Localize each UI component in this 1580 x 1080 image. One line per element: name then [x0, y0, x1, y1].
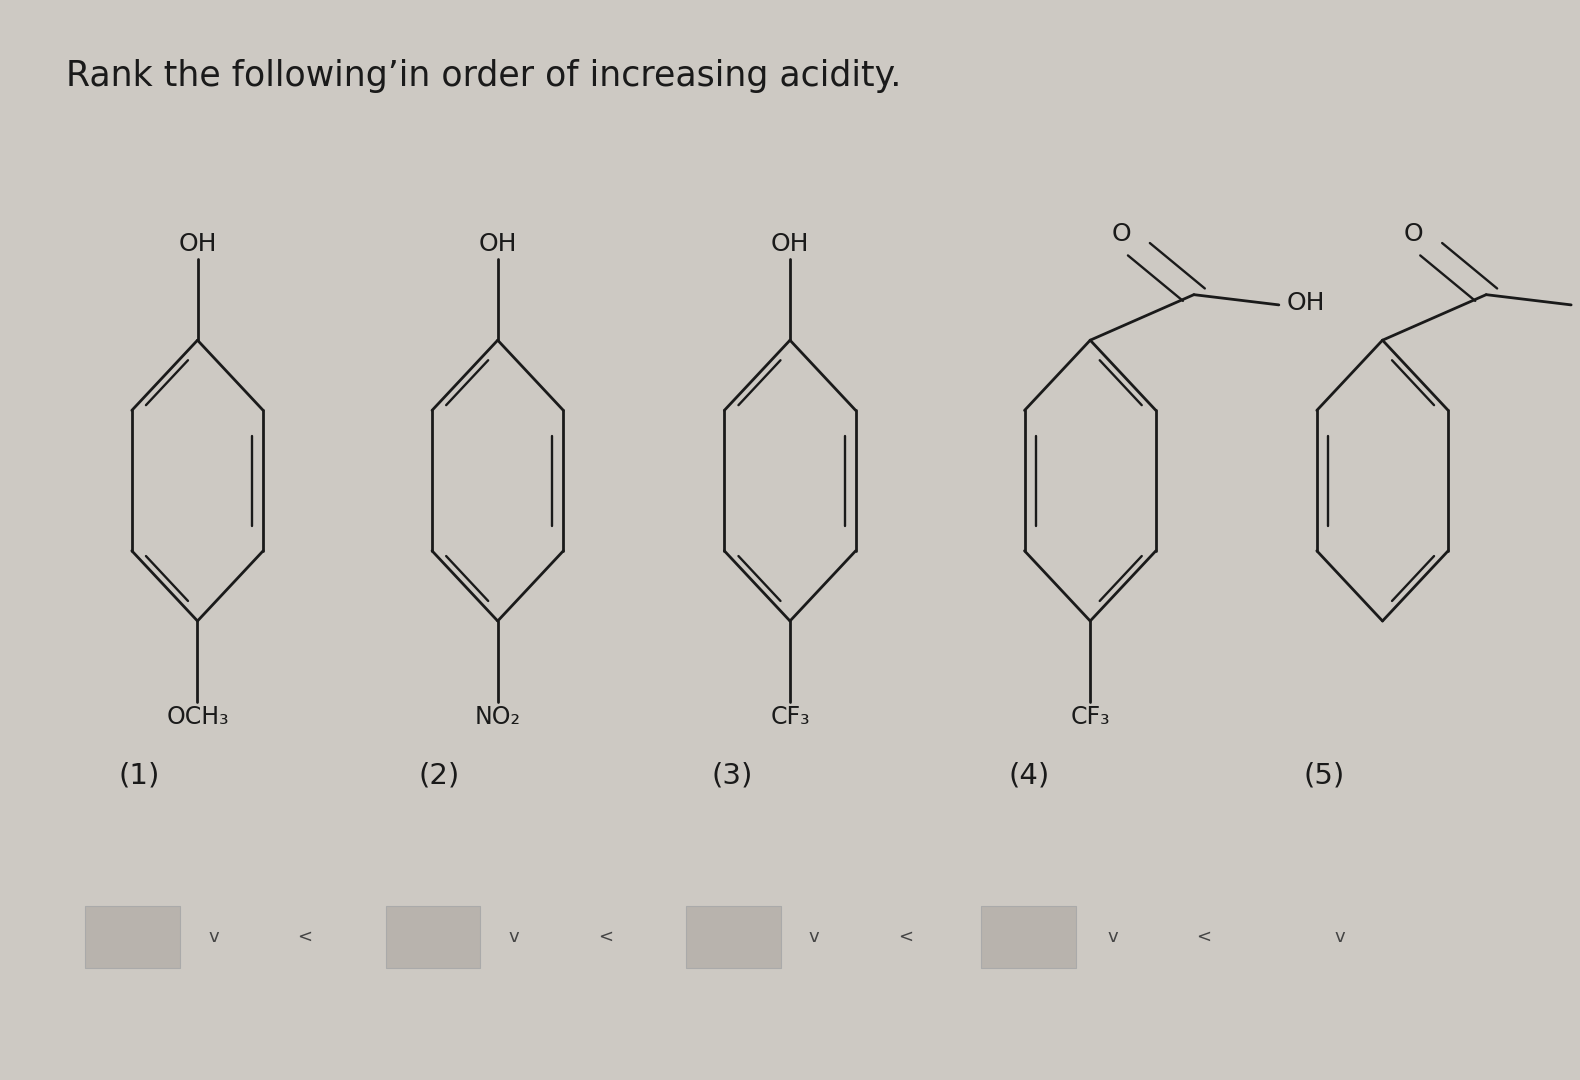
Text: v: v — [1108, 928, 1117, 946]
Text: O: O — [1403, 222, 1424, 246]
Text: Rank the followingʼin order of increasing acidity.: Rank the followingʼin order of increasin… — [66, 59, 902, 93]
Text: CF₃: CF₃ — [1070, 705, 1111, 729]
Text: v: v — [809, 928, 818, 946]
Text: (4): (4) — [1008, 761, 1049, 789]
Text: OH: OH — [771, 232, 809, 256]
Text: v: v — [509, 928, 518, 946]
Text: OCH₃: OCH₃ — [166, 705, 229, 729]
Text: OH: OH — [179, 232, 216, 256]
Text: CF₃: CF₃ — [769, 705, 811, 729]
Text: v: v — [1335, 928, 1345, 946]
FancyBboxPatch shape — [85, 906, 180, 968]
Text: O: O — [1111, 222, 1131, 246]
Text: <: < — [897, 928, 913, 946]
Text: OH: OH — [1286, 291, 1326, 314]
Text: (2): (2) — [419, 761, 460, 789]
FancyBboxPatch shape — [386, 906, 480, 968]
Text: NO₂: NO₂ — [474, 705, 521, 729]
Text: <: < — [597, 928, 613, 946]
Text: OH: OH — [479, 232, 517, 256]
FancyBboxPatch shape — [981, 906, 1076, 968]
Text: <: < — [1196, 928, 1212, 946]
Text: (5): (5) — [1304, 761, 1345, 789]
FancyBboxPatch shape — [686, 906, 781, 968]
Text: <: < — [297, 928, 313, 946]
Text: v: v — [209, 928, 218, 946]
Text: (3): (3) — [711, 761, 752, 789]
Text: (1): (1) — [118, 761, 160, 789]
